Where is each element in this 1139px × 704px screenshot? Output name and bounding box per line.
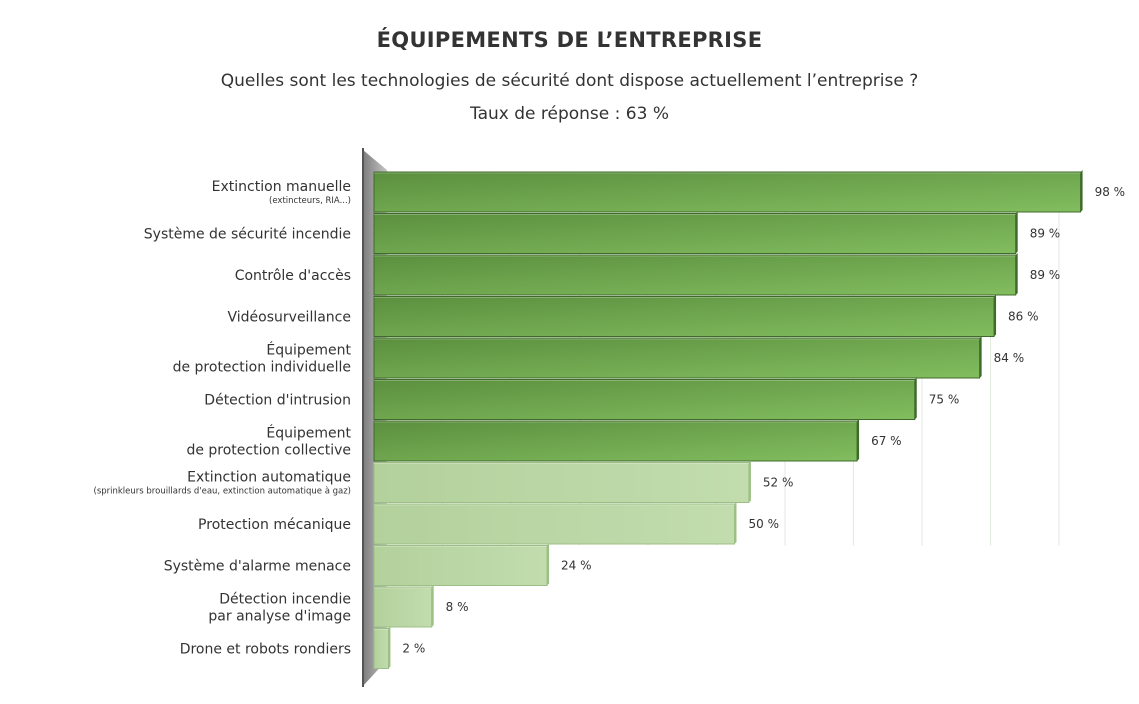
value-label: 98 % [1095, 185, 1126, 199]
value-label: 2 % [402, 642, 425, 656]
value-label: 24 % [561, 559, 592, 573]
bar-side [388, 626, 391, 669]
category-label: Détection incendie [219, 592, 351, 608]
category-label: Détection d'intrusion [204, 393, 351, 409]
category-label: par analyse d'image [208, 609, 351, 625]
bar [373, 254, 1017, 296]
bar [373, 545, 548, 586]
category-label: Extinction manuelle [212, 179, 351, 195]
bar [373, 420, 858, 462]
category-label: Équipement [266, 425, 351, 442]
value-label: 67 % [871, 434, 902, 448]
value-label: 50 % [749, 517, 780, 531]
category-label: Contrôle d'accès [235, 268, 351, 284]
category-label: Drone et robots rondiers [180, 642, 351, 658]
bar [373, 586, 433, 628]
category-label: de protection collective [186, 443, 351, 459]
bar [373, 628, 389, 669]
category-label: Protection mécanique [198, 517, 351, 533]
bar [373, 213, 1017, 254]
bar-side [1015, 253, 1018, 295]
bar [373, 503, 735, 545]
value-label: 89 % [1030, 227, 1061, 241]
chart-title: ÉQUIPEMENTS DE L’ENTREPRISE [376, 28, 763, 52]
value-label: 86 % [1008, 310, 1039, 324]
category-label: Système d'alarme menace [164, 559, 351, 575]
response-rate: Taux de réponse : 63 % [470, 104, 669, 124]
value-label: 84 % [994, 351, 1025, 365]
category-label: Extinction automatique [187, 470, 351, 486]
category-sublabel: (sprinkleurs brouillards d'eau, extincti… [94, 487, 352, 497]
category-sublabel: (extincteurs, RIA...) [269, 196, 351, 206]
value-label: 8 % [446, 600, 469, 614]
value-label: 75 % [929, 393, 960, 407]
bar [373, 379, 916, 420]
category-label: Vidéosurveillance [228, 310, 351, 326]
category-label: de protection individuelle [173, 360, 351, 376]
category-label: Système de sécurité incendie [144, 227, 351, 243]
bar [373, 171, 1082, 213]
value-label: 52 % [763, 476, 794, 490]
bar [373, 462, 750, 503]
bar [373, 337, 981, 379]
bar-side [1015, 211, 1018, 254]
value-label: 89 % [1030, 268, 1061, 282]
category-label: Équipement [266, 342, 351, 359]
chart-subtitle: Quelles sont les technologies de sécurit… [220, 71, 919, 91]
bar [373, 296, 995, 337]
